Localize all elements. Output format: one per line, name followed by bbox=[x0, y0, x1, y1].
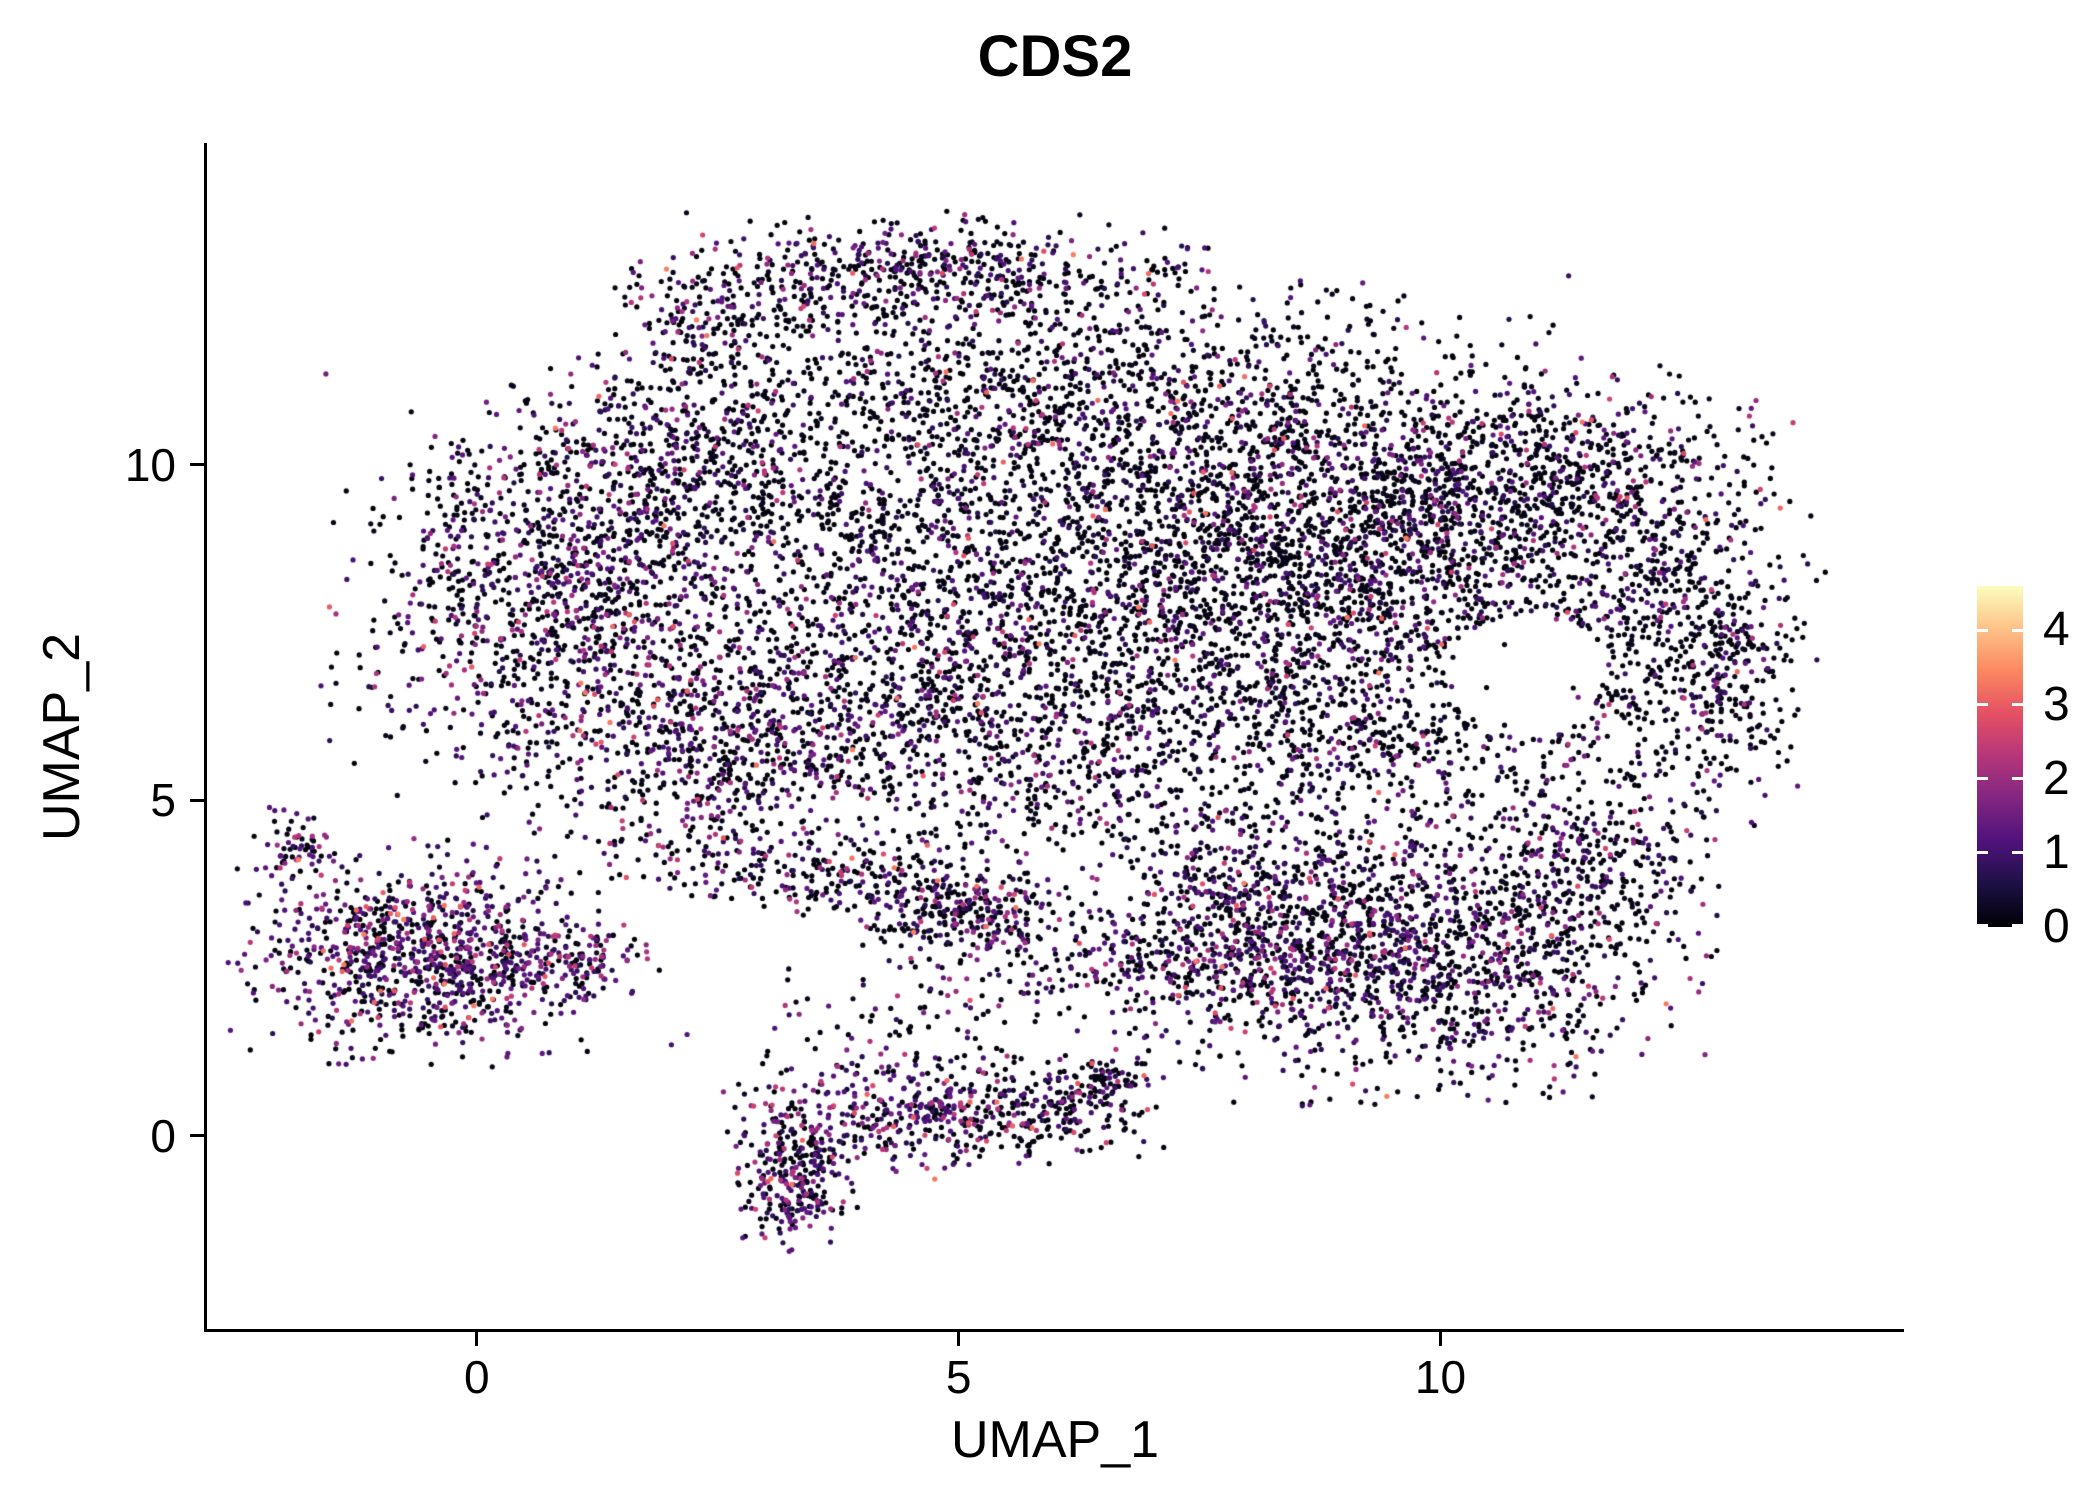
colorbar-tick-mark bbox=[1977, 924, 1988, 927]
x-axis-tick-label: 5 bbox=[945, 1351, 972, 1403]
colorbar-tick-mark bbox=[2012, 851, 2023, 855]
plot-title: CDS2 bbox=[977, 24, 1133, 89]
x-axis-tick bbox=[957, 1332, 961, 1346]
y-axis-tick-label: 5 bbox=[150, 774, 176, 827]
colorbar-tick-mark bbox=[2012, 777, 2023, 781]
colorbar-tick-label: 1 bbox=[2043, 825, 2070, 879]
colorbar-tick-mark bbox=[1977, 628, 1988, 632]
y-axis-tick bbox=[190, 798, 204, 802]
x-axis-tick-label: 10 bbox=[1414, 1351, 1467, 1403]
colorbar-tick-mark bbox=[1977, 777, 1988, 781]
colorbar-tick-mark bbox=[1977, 851, 1988, 855]
colorbar-tick-mark bbox=[1977, 703, 1988, 707]
colorbar-tick-mark bbox=[2012, 703, 2023, 707]
y-axis-tick-label: 0 bbox=[150, 1109, 176, 1162]
colorbar-tick-label: 0 bbox=[2043, 900, 2070, 953]
colorbar-tick-label: 2 bbox=[2043, 751, 2070, 805]
y-axis-tick bbox=[190, 463, 204, 467]
x-axis-line bbox=[204, 1329, 1904, 1332]
x-axis-title: UMAP_1 bbox=[950, 1411, 1160, 1469]
colorbar-tick-label: 3 bbox=[2043, 677, 2070, 731]
scatter-points-canvas bbox=[207, 143, 1903, 1330]
x-axis-tick bbox=[1438, 1332, 1442, 1346]
y-axis-tick-label: 10 bbox=[124, 438, 176, 491]
colorbar-tick-mark bbox=[2012, 628, 2023, 632]
colorbar-gradient bbox=[1977, 586, 2023, 927]
colorbar-tick-mark bbox=[2012, 924, 2023, 927]
x-axis-tick bbox=[475, 1332, 479, 1346]
y-axis-tick bbox=[190, 1134, 204, 1138]
x-axis-tick-label: 0 bbox=[464, 1351, 490, 1403]
y-axis-line bbox=[204, 143, 207, 1332]
colorbar-tick-label: 4 bbox=[2043, 603, 2070, 657]
